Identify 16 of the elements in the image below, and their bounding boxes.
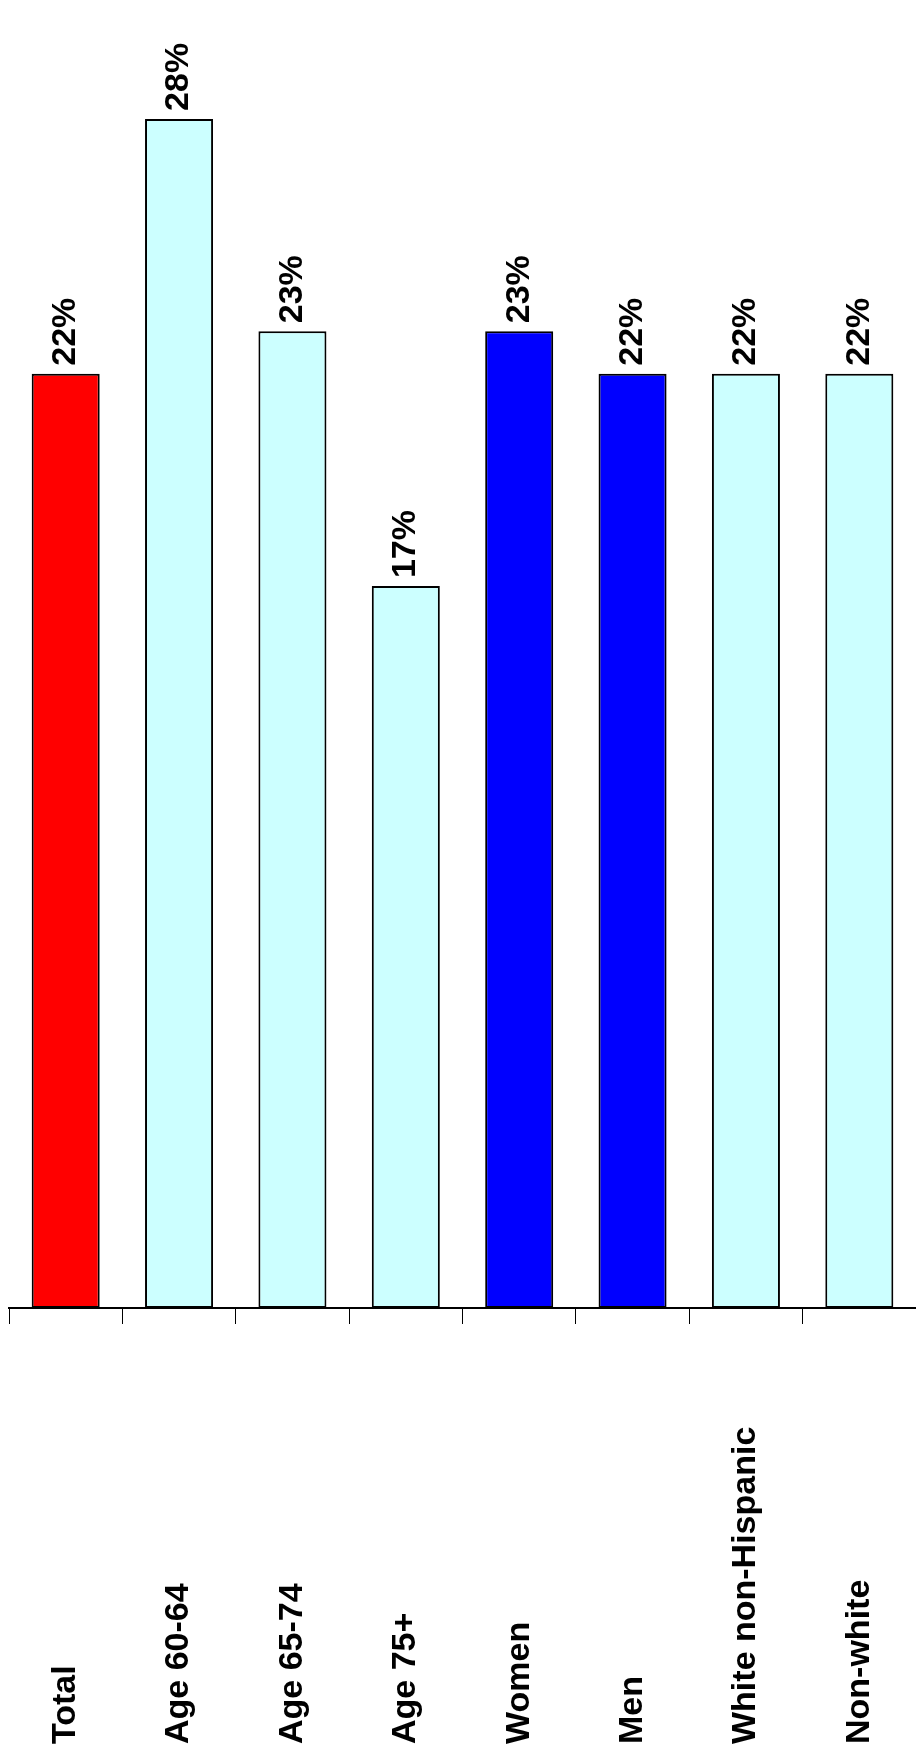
data-label: 23%: [497, 255, 536, 324]
data-label: 28%: [157, 42, 196, 111]
x-tick-label: Women: [497, 1621, 536, 1744]
x-tick-label: Men: [610, 1676, 649, 1744]
x-tick-label: Age 60-64: [157, 1583, 196, 1744]
x-tick-label: Age 75+: [384, 1612, 423, 1744]
data-label: 22%: [837, 297, 876, 366]
data-label: 17%: [384, 509, 423, 579]
data-label: 22%: [724, 297, 763, 366]
x-tick-label: Total: [44, 1665, 83, 1744]
x-tick-label: Non-white: [837, 1579, 876, 1744]
data-label: 23%: [270, 255, 309, 324]
x-tick-label: Age 65-74: [270, 1583, 309, 1744]
data-label: 22%: [610, 297, 649, 366]
data-label: 22%: [44, 297, 83, 366]
x-tick-label: White non-Hispanic: [724, 1426, 763, 1744]
